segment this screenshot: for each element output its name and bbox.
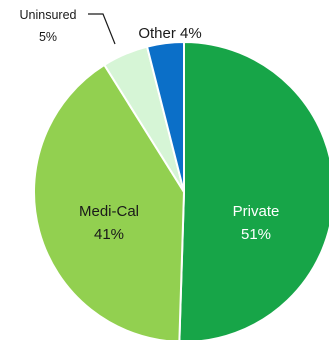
pie-slice-private <box>178 40 329 340</box>
medi-cal-slice-pct: 41% <box>94 226 124 243</box>
uninsured-outside-pct: 5% <box>39 30 57 44</box>
private-slice-label: Private <box>233 203 280 220</box>
pie-slice-other <box>145 40 185 193</box>
uninsured-outside-label: Uninsured <box>20 8 77 22</box>
private-slice-pct: 51% <box>241 226 271 243</box>
pie-slices <box>32 40 329 340</box>
other-outside-label: Other 4% <box>138 25 201 42</box>
medi-cal-slice-label: Medi-Cal <box>79 203 139 220</box>
uninsured-leader-line <box>88 13 116 45</box>
